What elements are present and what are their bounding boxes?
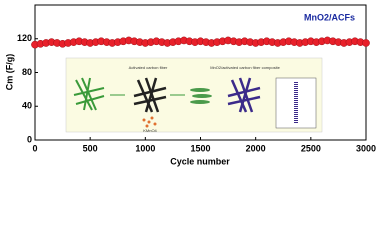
carbon-fiber <box>133 77 167 113</box>
y-tick-label: 120 <box>17 33 32 43</box>
composite <box>227 77 261 113</box>
y-axis-label: Cm (F/g) <box>4 54 14 91</box>
y-tick-label: 80 <box>22 67 32 77</box>
x-tick-label: 1000 <box>135 143 155 153</box>
y-tick-label: 0 <box>27 134 32 144</box>
x-tick-label: 500 <box>83 143 98 153</box>
chart: Activated carbon fiber KMnO4 MnO2/activa… <box>4 4 376 166</box>
x-tick-label: 2500 <box>301 143 321 153</box>
x-tick-label: 0 <box>32 143 37 153</box>
inset-label: KMnO4 <box>143 128 157 133</box>
point <box>362 39 370 47</box>
y-tick-label: 40 <box>22 101 32 111</box>
x-tick-label: 2000 <box>246 143 266 153</box>
x-tick-label: 1500 <box>190 143 210 153</box>
nanosheets <box>190 88 212 104</box>
legend-label: MnO2/ACFs <box>304 12 355 22</box>
kmno4-dots <box>142 116 157 128</box>
inset-label: MnO2/activated carbon fiber composite <box>210 65 280 70</box>
inset-label: Activated carbon fiber <box>129 65 168 70</box>
inset: Activated carbon fiber KMnO4 MnO2/activa… <box>65 57 323 133</box>
x-tick-label: 3000 <box>356 143 376 153</box>
fiber-precursor <box>73 77 105 111</box>
x-axis-label: Cycle number <box>170 156 230 166</box>
